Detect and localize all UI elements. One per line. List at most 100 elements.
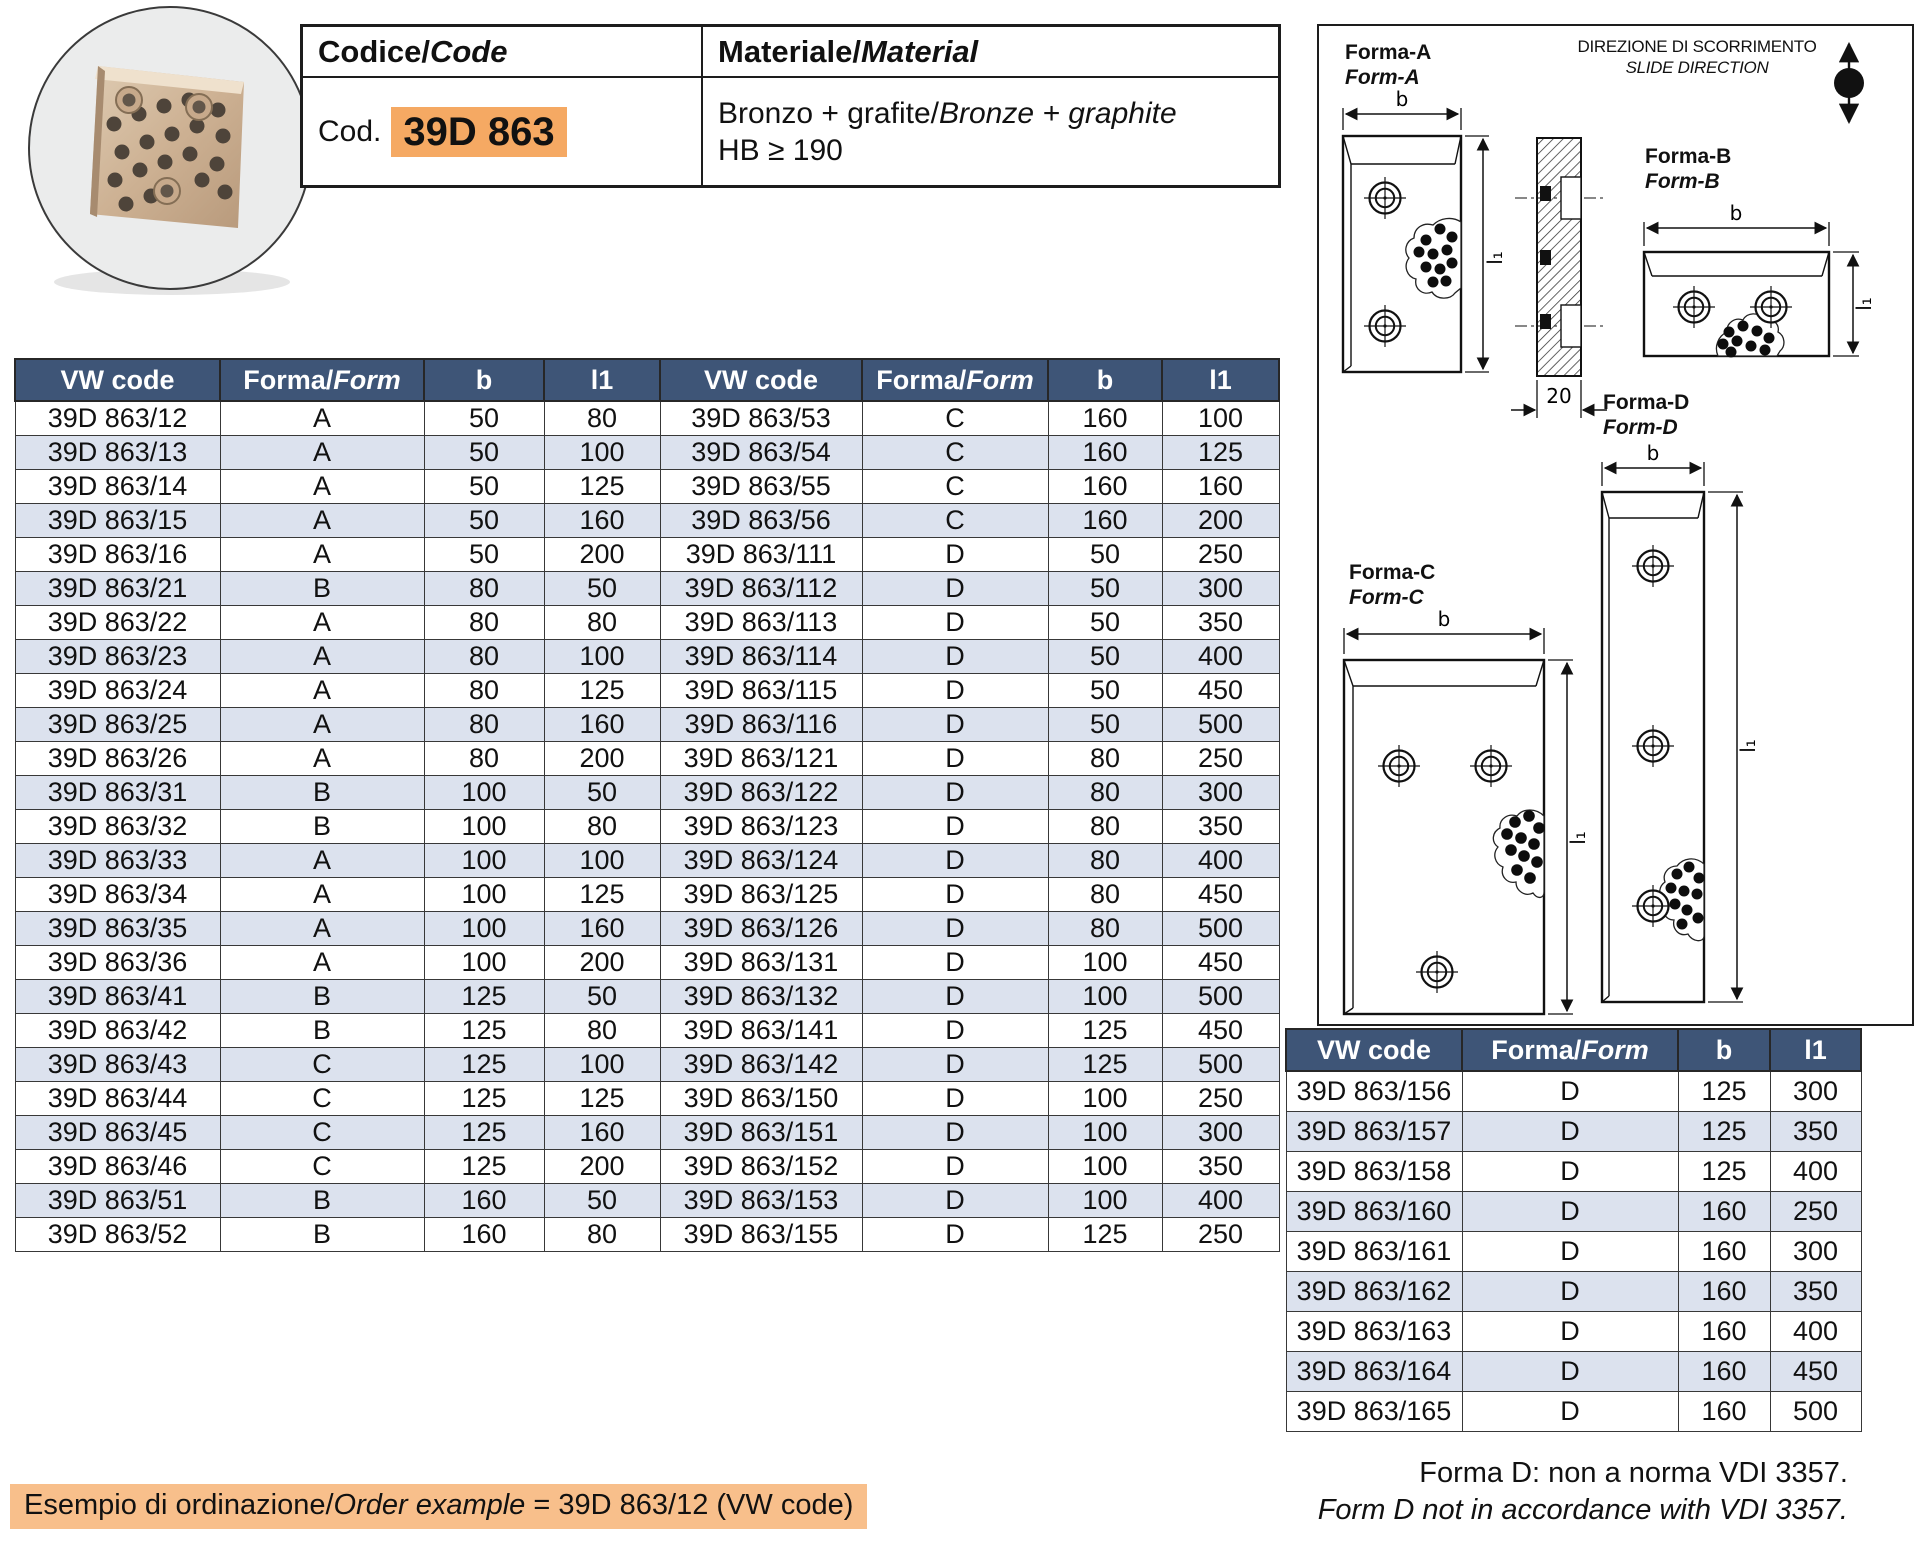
table-cell: B (219, 809, 425, 844)
table-cell: 50 (543, 571, 661, 606)
order-example-bar: Esempio di ordinazione/Order example = 3… (10, 1484, 868, 1529)
table-cell: 100 (543, 435, 661, 470)
material-value-cell: Bronzo + grafite/Bronze + graphite HB ≥ … (718, 96, 1177, 167)
table-cell: D (861, 741, 1049, 776)
code-badge: 39D 863 (391, 106, 567, 157)
table-cell: B (219, 571, 425, 606)
dim-l1-label: l₁ (1852, 297, 1876, 311)
table-cell: D (861, 537, 1049, 572)
table-cell: A (219, 503, 425, 538)
table-row: 39D 863/34 A 100 125 39D 863/125 D 80 450 (14, 877, 1280, 912)
table-cell: 160 (1047, 469, 1163, 504)
table-cell: 80 (543, 809, 661, 844)
table-cell: 39D 863/165 (1285, 1391, 1463, 1432)
table-cell: 39D 863/46 (14, 1149, 221, 1184)
table-cell: 200 (543, 1149, 661, 1184)
table-cell: A (219, 673, 425, 708)
table-cell: 100 (423, 911, 545, 946)
graphite-dots (1413, 223, 1458, 288)
table-cell: 39D 863/26 (14, 741, 221, 776)
table-cell: 125 (423, 1081, 545, 1116)
table-cell: 125 (1677, 1111, 1771, 1152)
table-cell: 350 (1769, 1271, 1862, 1312)
form-c-drawing: b l₁ (1342, 607, 1590, 1016)
table-cell: D (861, 877, 1049, 912)
table-row: 39D 863/164 D 160 450 (1285, 1351, 1862, 1392)
col-vw-code: VW code (14, 358, 221, 402)
table-cell: 39D 863/163 (1285, 1311, 1463, 1352)
table-cell: A (219, 945, 425, 980)
table-cell: 39D 863/155 (659, 1217, 863, 1252)
table-cell: 39D 863/31 (14, 775, 221, 810)
table-cell: 200 (1161, 503, 1280, 538)
table-cell: 80 (1047, 877, 1163, 912)
table-cell: 500 (1769, 1391, 1862, 1432)
table-cell: 400 (1161, 843, 1280, 878)
hardness-value: HB ≥ 190 (718, 133, 843, 167)
table-cell: 125 (423, 1013, 545, 1048)
table-cell: D (861, 809, 1049, 844)
table-cell: B (219, 1217, 425, 1252)
table-row: 39D 863/15 A 50 160 39D 863/56 C 160 200 (14, 503, 1280, 538)
table-cell: D (861, 1149, 1049, 1184)
table-cell: 300 (1769, 1231, 1862, 1272)
table-row: 39D 863/162 D 160 350 (1285, 1271, 1862, 1312)
table-row: 39D 863/161 D 160 300 (1285, 1231, 1862, 1272)
table-row: 39D 863/43 C 125 100 39D 863/142 D 125 500 (14, 1047, 1280, 1082)
table-cell: A (219, 639, 425, 674)
table-cell: 39D 863/15 (14, 503, 221, 538)
main-dimension-table: VW code Forma/Form b l1 VW code Forma/Fo… (14, 358, 1280, 1252)
table-cell: 80 (543, 400, 661, 436)
table-row: 39D 863/51 B 160 50 39D 863/153 D 100 400 (14, 1183, 1280, 1218)
table-cell: 39D 863/23 (14, 639, 221, 674)
table-cell: 80 (1047, 809, 1163, 844)
table-cell: C (861, 435, 1049, 470)
table-cell: 39D 863/44 (14, 1081, 221, 1116)
table-cell: 39D 863/112 (659, 571, 863, 606)
table-cell: D (861, 639, 1049, 674)
col-l1: l1 (1769, 1028, 1862, 1072)
table-row: 39D 863/165 D 160 500 (1285, 1391, 1862, 1432)
table-cell: 50 (1047, 605, 1163, 640)
table-cell: A (219, 605, 425, 640)
table-cell: 39D 863/152 (659, 1149, 863, 1184)
table-cell: A (219, 400, 425, 436)
table-cell: 39D 863/153 (659, 1183, 863, 1218)
table-cell: 100 (1047, 979, 1163, 1014)
table-cell: 39D 863/32 (14, 809, 221, 844)
table-cell: 39D 863/150 (659, 1081, 863, 1116)
cod-prefix: Cod. (318, 114, 382, 148)
table-cell: 39D 863/13 (14, 435, 221, 470)
table-cell: B (219, 775, 425, 810)
cross-section-drawing: 20 (1511, 137, 1607, 418)
table-cell: 125 (543, 673, 661, 708)
table-cell: 250 (1161, 1081, 1280, 1116)
table-row: 39D 863/44 C 125 125 39D 863/150 D 100 250 (14, 1081, 1280, 1116)
table-cell: 200 (543, 537, 661, 572)
table-cell: A (219, 435, 425, 470)
table-cell: 50 (1047, 537, 1163, 572)
table-cell: 125 (1047, 1217, 1163, 1252)
table-cell: D (1461, 1070, 1679, 1112)
table-cell: 50 (1047, 707, 1163, 742)
table-row: 39D 863/41 B 125 50 39D 863/132 D 100 500 (14, 979, 1280, 1014)
table-cell: D (1461, 1271, 1679, 1312)
table-cell: 160 (543, 1115, 661, 1150)
table-cell: 250 (1161, 537, 1280, 572)
table-cell: 100 (1047, 1183, 1163, 1218)
table-cell: 80 (543, 1217, 661, 1252)
table-row: 39D 863/13 A 50 100 39D 863/54 C 160 125 (14, 435, 1280, 470)
table-row: 39D 863/16 A 50 200 39D 863/111 D 50 250 (14, 537, 1280, 572)
col-b: b (1677, 1028, 1771, 1072)
table-cell: 500 (1161, 979, 1280, 1014)
table-cell: 100 (423, 945, 545, 980)
table-cell: 80 (423, 673, 545, 708)
table-cell: 300 (1161, 775, 1280, 810)
table-row: 39D 863/32 B 100 80 39D 863/123 D 80 350 (14, 809, 1280, 844)
table-cell: C (861, 469, 1049, 504)
table-cell: D (861, 1183, 1049, 1218)
table-row: 39D 863/23 A 80 100 39D 863/114 D 50 400 (14, 639, 1280, 674)
table-cell: D (861, 843, 1049, 878)
table-cell: 160 (1677, 1391, 1771, 1432)
